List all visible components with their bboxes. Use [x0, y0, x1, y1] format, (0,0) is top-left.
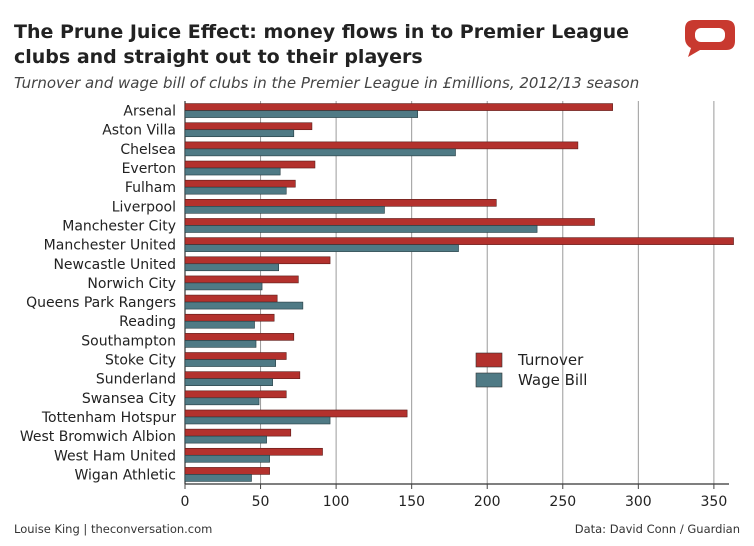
x-tick-label: 50	[252, 494, 270, 510]
bar-turnover	[184, 237, 734, 245]
author-credit: Louise King | theconversation.com	[14, 522, 213, 536]
bar-wage-bill	[184, 282, 263, 291]
gridlines	[184, 101, 729, 485]
bar-wage-bill	[184, 206, 385, 214]
category-label: Stoke City	[105, 353, 176, 369]
bar-turnover	[184, 294, 278, 303]
category-label: Aston Villa	[102, 123, 176, 139]
bar-wage-bill	[184, 167, 281, 176]
x-tick-labels: 0 50 100 150 200 250 300 350	[181, 484, 728, 510]
legend-swatch	[475, 372, 503, 388]
category-label: Everton	[122, 161, 176, 177]
x-tick-label: 300	[625, 494, 652, 510]
bar-turnover	[184, 447, 323, 456]
bar-wage-bill	[184, 244, 459, 252]
bars	[184, 103, 734, 482]
x-tick-label: 0	[181, 494, 190, 510]
bar-wage-bill	[184, 474, 252, 482]
bar-turnover	[184, 467, 270, 475]
category-label: Arsenal	[123, 104, 176, 120]
bar-turnover	[184, 199, 497, 207]
category-label: Fulham	[125, 180, 176, 196]
x-tick-label: 150	[398, 494, 425, 510]
bar-wage-bill	[184, 359, 276, 367]
bar-turnover	[184, 256, 331, 265]
category-label: Southampton	[81, 333, 176, 349]
legend-swatch	[475, 352, 503, 368]
the-conversation-logo-icon	[685, 20, 735, 57]
data-source: Data: David Conn / Guardian	[574, 522, 740, 536]
bar-wage-bill	[184, 454, 270, 463]
bar-wage-bill	[184, 148, 456, 157]
bar-wage-bill	[184, 129, 295, 138]
category-label: Wigan Athletic	[75, 467, 177, 483]
bar-wage-bill	[184, 110, 419, 118]
category-label: Norwich City	[87, 276, 176, 292]
x-tick-label: 200	[474, 494, 501, 510]
legend-label: Turnover	[517, 351, 584, 369]
bar-turnover	[184, 390, 287, 399]
bar-wage-bill	[184, 340, 257, 348]
category-label: Queens Park Rangers	[26, 295, 176, 311]
bar-wage-bill	[184, 320, 255, 329]
bar-turnover	[184, 141, 579, 150]
x-tick-label: 250	[549, 494, 576, 510]
category-label: Manchester United	[44, 238, 176, 254]
bar-wage-bill	[184, 186, 287, 195]
category-label: Chelsea	[120, 142, 176, 158]
bar-wage-bill	[184, 301, 304, 310]
bar-wage-bill	[184, 225, 538, 233]
category-label: West Ham United	[54, 448, 176, 464]
bar-turnover	[184, 352, 287, 360]
category-label: West Bromwich Albion	[20, 429, 176, 445]
bar-turnover	[184, 333, 295, 341]
x-tick-label: 100	[323, 494, 350, 510]
legend-label: Wage Bill	[518, 371, 587, 389]
category-label: Manchester City	[62, 218, 176, 234]
bar-turnover	[184, 428, 292, 437]
chart-subtitle: Turnover and wage bill of clubs in the P…	[14, 74, 640, 92]
bar-wage-bill	[184, 397, 260, 406]
category-labels: Arsenal Aston Villa Chelsea Everton Fulham Li…	[20, 104, 176, 484]
category-label: Newcastle United	[53, 257, 176, 273]
x-tick-label: 350	[701, 494, 728, 510]
category-label: Sunderland	[96, 372, 176, 388]
bar-turnover	[184, 179, 296, 188]
category-label: Liverpool	[112, 199, 176, 215]
bar-wage-bill	[184, 416, 331, 425]
bar-turnover	[184, 275, 299, 284]
bar-turnover	[184, 371, 301, 379]
category-label: Tottenham Hotspur	[41, 410, 176, 426]
bar-wage-bill	[184, 378, 273, 386]
bar-turnover	[184, 313, 275, 322]
category-label: Swansea City	[82, 391, 176, 407]
bar-wage-bill	[184, 435, 267, 444]
bar-wage-bill	[184, 263, 279, 272]
bar-turnover	[184, 122, 313, 131]
legend: Turnover Wage Bill	[475, 351, 587, 389]
bar-turnover	[184, 218, 595, 226]
bar-turnover	[184, 103, 613, 111]
category-label: Reading	[119, 314, 176, 330]
bar-turnover	[184, 160, 316, 169]
bar-turnover	[184, 409, 408, 418]
chart-title: The Prune Juice Effect: money flows in t…	[14, 21, 629, 68]
